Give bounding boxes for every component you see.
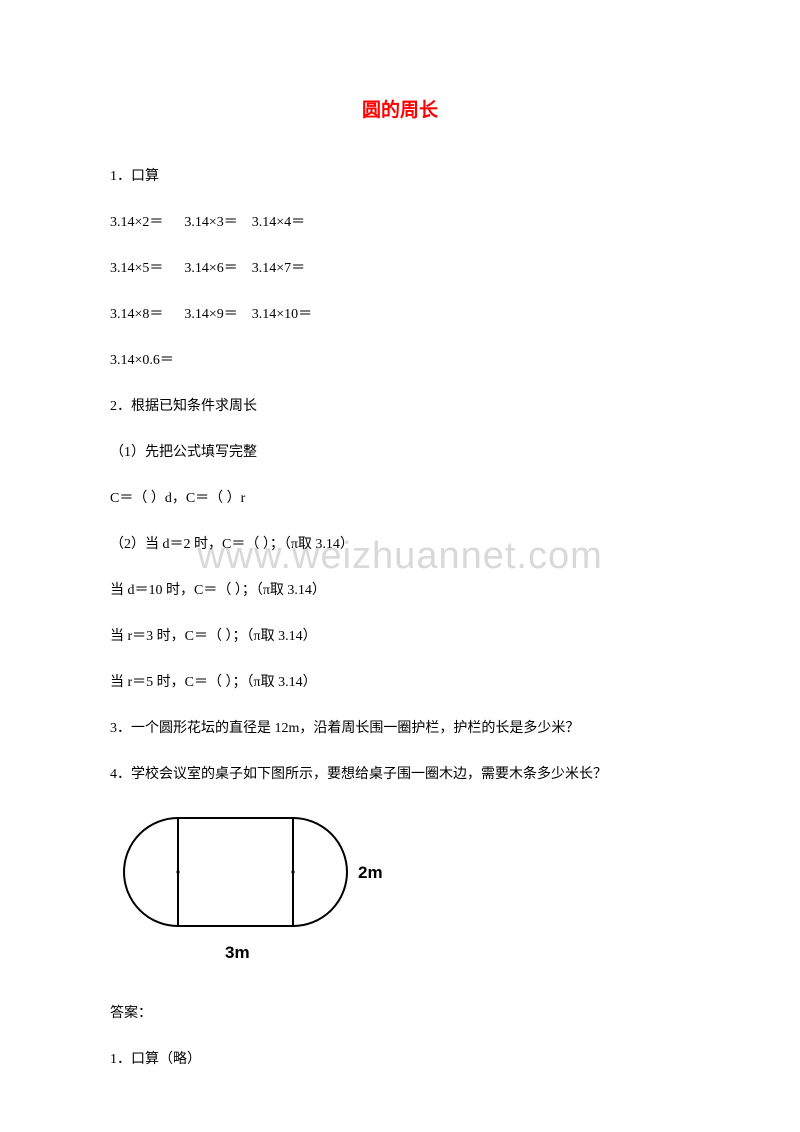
calc-row-1: 3.14×2＝ 3.14×3＝ 3.14×4＝ bbox=[110, 212, 690, 233]
document-page: 圆的周长 1．口算 3.14×2＝ 3.14×3＝ 3.14×4＝ 3.14×5… bbox=[0, 0, 800, 1070]
answers-header: 答案： bbox=[110, 1003, 690, 1024]
label-3m: 3m bbox=[225, 943, 250, 962]
question-2-header: 2．根据已知条件求周长 bbox=[110, 396, 690, 417]
stadium-outline bbox=[124, 818, 347, 926]
question-2-2b: 当 d＝10 时，C＝（ ）；（π取 3.14） bbox=[110, 580, 690, 601]
question-2-1: （1）先把公式填写完整 bbox=[110, 442, 690, 463]
center-dot-left bbox=[176, 870, 179, 873]
question-3: 3．一个圆形花坛的直径是 12m，沿着周长围一圈护栏，护栏的长是多少米？ bbox=[110, 718, 690, 739]
label-2m: 2m bbox=[358, 863, 383, 882]
question-2-2d: 当 r＝5 时，C＝（ ）；（π取 3.14） bbox=[110, 672, 690, 693]
table-shape-diagram: 2m 3m bbox=[110, 810, 690, 973]
question-2-2c: 当 r＝3 时，C＝（ ）；（π取 3.14） bbox=[110, 626, 690, 647]
calc-row-2: 3.14×5＝ 3.14×6＝ 3.14×7＝ bbox=[110, 258, 690, 279]
calc-row-3: 3.14×8＝ 3.14×9＝ 3.14×10＝ bbox=[110, 304, 690, 325]
answer-1: 1．口算（略） bbox=[110, 1049, 690, 1070]
question-4: 4．学校会议室的桌子如下图所示，要想给桌子围一圈木边，需要木条多少米长？ bbox=[110, 764, 690, 785]
page-title: 圆的周长 bbox=[110, 95, 690, 122]
calc-row-4: 3.14×0.6＝ bbox=[110, 350, 690, 371]
question-2-2a: （2）当 d＝2 时，C＝（ ）；（π取 3.14） bbox=[110, 534, 690, 555]
formula-line: C＝（ ）d，C＝（ ）r bbox=[110, 488, 690, 509]
question-1-header: 1．口算 bbox=[110, 166, 690, 187]
stadium-shape-svg: 2m 3m bbox=[110, 810, 388, 968]
center-dot-right bbox=[291, 870, 294, 873]
